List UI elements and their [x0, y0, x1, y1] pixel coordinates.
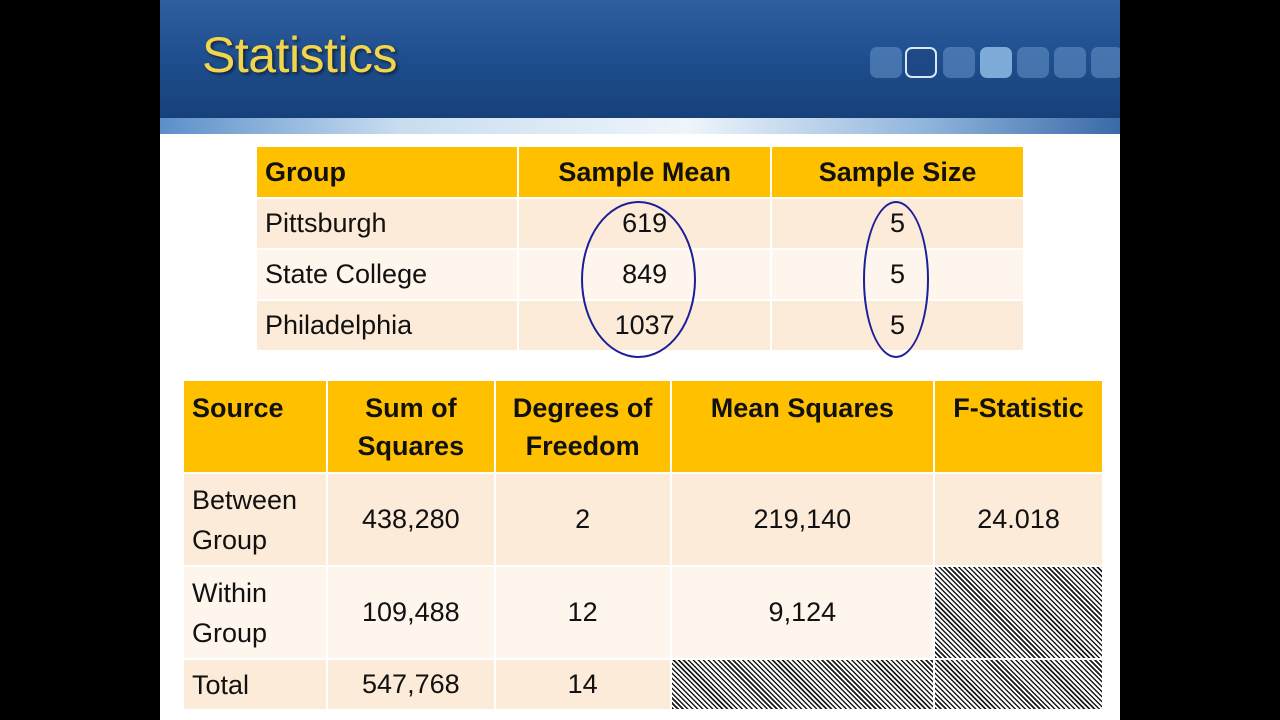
- source-label-line: Within: [192, 577, 268, 608]
- group-name: Pittsburgh: [257, 199, 518, 248]
- table-header-row: Group Sample Mean Sample Size: [257, 147, 1023, 197]
- table-header-row: Source Sum of Squares Degrees of Freedom…: [184, 381, 1102, 472]
- group-summary-table: Group Sample Mean Sample Size Pittsburgh…: [255, 145, 1025, 352]
- header-f-statistic-label: F-Statistic: [953, 393, 1084, 423]
- header-label-line: Sum of: [365, 392, 457, 423]
- header-mean-squares: Mean Squares: [671, 381, 934, 472]
- hatched-empty-cell: [935, 660, 1102, 709]
- decorative-square: [905, 47, 937, 78]
- decorative-square: [1017, 47, 1049, 78]
- sample-mean: 1037: [519, 301, 771, 350]
- header-label-line: Degrees of: [512, 392, 653, 423]
- decorative-square: [870, 47, 902, 78]
- degrees-of-freedom-cell: 14: [495, 660, 670, 709]
- decorative-square: [1091, 47, 1120, 78]
- sum-of-squares-cell: 547,768: [327, 660, 494, 709]
- source-label-line: Between: [192, 484, 298, 515]
- f-statistic-cell: 24.018: [935, 474, 1102, 565]
- hatched-empty-cell: [671, 660, 934, 709]
- table-row-within-group: Within Group 109,488 12 9,124: [184, 567, 1102, 658]
- header-degrees-of-freedom: Degrees of Freedom: [495, 381, 670, 472]
- header-f-statistic: F-Statistic: [935, 381, 1102, 472]
- banner-gradient-edge: [160, 118, 1120, 134]
- source-cell: Within Group: [184, 567, 326, 658]
- sample-mean: 619: [519, 199, 771, 248]
- sum-of-squares-cell: 438,280: [327, 474, 494, 565]
- table-row-total: Total 547,768 14: [184, 660, 1102, 709]
- header-label-line: Squares: [357, 430, 465, 461]
- sample-size: 5: [772, 199, 1023, 248]
- degrees-of-freedom-cell: 2: [495, 474, 670, 565]
- sample-size: 5: [772, 250, 1023, 299]
- source-cell: Total: [184, 660, 326, 709]
- decorative-square: [1054, 47, 1086, 78]
- degrees-of-freedom-cell: 12: [495, 567, 670, 658]
- group-name: Philadelphia: [257, 301, 518, 350]
- table-row: Pittsburgh 619 5: [257, 199, 1023, 248]
- source-label-line: Group: [192, 524, 268, 555]
- mean-squares-cell: 219,140: [671, 474, 934, 565]
- table-row: State College 849 5: [257, 250, 1023, 299]
- title-banner: Statistics: [160, 0, 1120, 124]
- slide-title: Statistics: [202, 27, 398, 83]
- sum-of-squares-cell: 109,488: [327, 567, 494, 658]
- source-cell: Between Group: [184, 474, 326, 565]
- header-sample-mean: Sample Mean: [519, 147, 771, 197]
- header-label-line: Freedom: [525, 430, 640, 461]
- header-source-label: Source: [192, 393, 284, 423]
- header-sample-size: Sample Size: [772, 147, 1023, 197]
- sample-size: 5: [772, 301, 1023, 350]
- header-source: Source: [184, 381, 326, 472]
- table-row: Philadelphia 1037 5: [257, 301, 1023, 350]
- header-sum-of-squares: Sum of Squares: [327, 381, 494, 472]
- table-row-between-group: Between Group 438,280 2 219,140 24.018: [184, 474, 1102, 565]
- decorative-square: [980, 47, 1012, 78]
- header-mean-squares-label: Mean Squares: [710, 393, 894, 423]
- decorative-square: [943, 47, 975, 78]
- hatched-empty-cell: [935, 567, 1102, 658]
- sample-mean: 849: [519, 250, 771, 299]
- slide: Statistics Group Sample Mean Sample Size…: [160, 0, 1120, 720]
- anova-table: Source Sum of Squares Degrees of Freedom…: [182, 379, 1104, 711]
- source-label-line: Group: [192, 617, 268, 648]
- mean-squares-cell: 9,124: [671, 567, 934, 658]
- header-group: Group: [257, 147, 518, 197]
- group-name: State College: [257, 250, 518, 299]
